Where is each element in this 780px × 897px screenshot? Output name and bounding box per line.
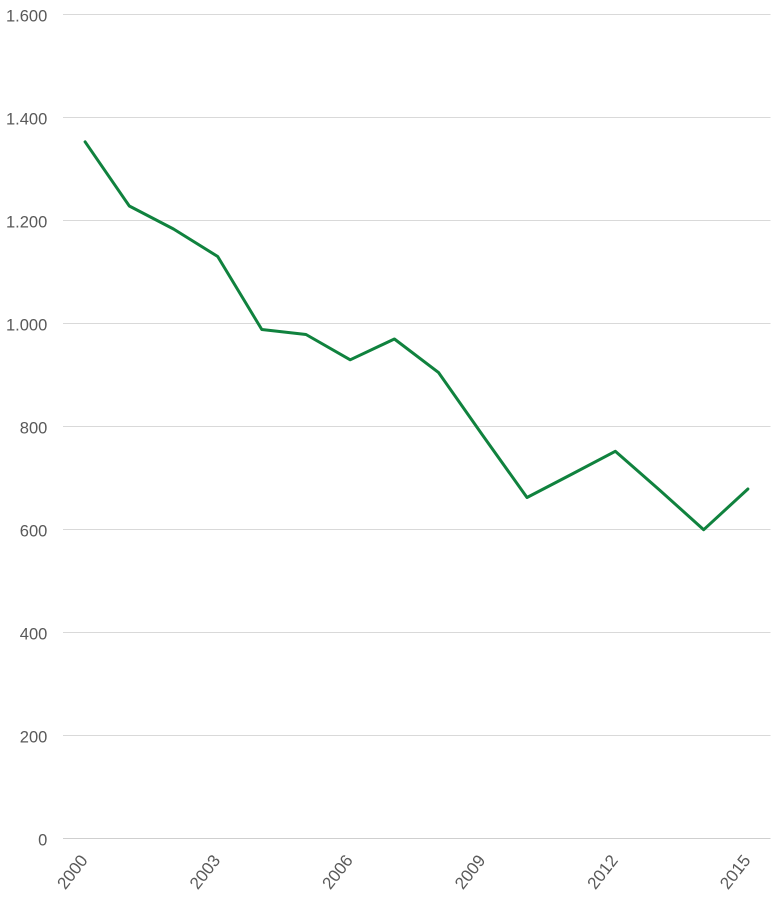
svg-text:200: 200 <box>20 728 48 746</box>
svg-text:800: 800 <box>20 419 48 437</box>
svg-text:0: 0 <box>38 831 47 849</box>
svg-text:1.400: 1.400 <box>6 110 47 128</box>
svg-text:1.200: 1.200 <box>6 213 47 231</box>
svg-text:400: 400 <box>20 625 48 643</box>
svg-text:600: 600 <box>20 522 48 540</box>
svg-text:1.600: 1.600 <box>6 7 47 25</box>
svg-text:1.000: 1.000 <box>6 316 47 334</box>
